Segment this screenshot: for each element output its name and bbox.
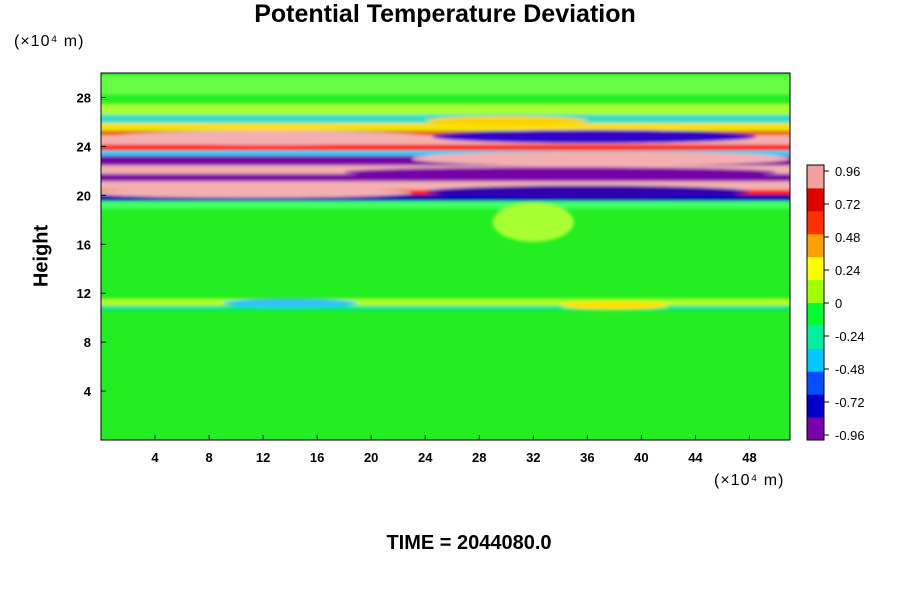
plot-area: [101, 73, 790, 440]
y-tick-label-4: 20: [77, 188, 91, 203]
colorbar-segment-11: [807, 165, 824, 189]
field-band-7: [101, 150, 790, 157]
field-band-3: [101, 123, 790, 131]
field-blob-5: [101, 187, 412, 198]
field-band-13: [101, 194, 790, 201]
colorbar-tick-label-6: -0.48: [835, 362, 865, 377]
colorbar-segment-2: [807, 371, 824, 395]
x-tick-label-1: 8: [205, 450, 212, 465]
field-band-14: [101, 201, 790, 209]
colorbar-tick-label-0: 0.96: [835, 164, 860, 179]
colorbar-segment-3: [807, 348, 824, 372]
field-band-0: [101, 75, 790, 96]
colorbar-segment-9: [807, 210, 824, 235]
x-tick-label-8: 36: [580, 450, 594, 465]
field-blob-0: [107, 130, 432, 146]
y-tick-label-3: 16: [77, 237, 91, 252]
x-tick-label-9: 40: [634, 450, 648, 465]
x-tick-label-6: 28: [472, 450, 486, 465]
colorbar-tick-label-8: -0.96: [835, 428, 865, 443]
field-blob-4: [425, 185, 750, 198]
y-tick-label-2: 12: [77, 286, 91, 301]
field-blob-8: [222, 298, 358, 308]
colorbar-segment-4: [807, 325, 824, 349]
colorbar-segment-8: [807, 233, 824, 258]
colorbar-tick-label-5: -0.24: [835, 329, 865, 344]
y-axis-unit: (×10⁴ m): [14, 33, 85, 50]
colorbar-segment-10: [807, 187, 824, 212]
colorbar: 0.96 0.72 0.48 0.24 0 -0.24 -0.48 -0.72 -0.96: [806, 164, 865, 443]
x-tick-label-11: 48: [742, 450, 756, 465]
field-layer: [101, 73, 790, 440]
colorbar-segment-6: [807, 279, 824, 303]
plot-frame: [100, 72, 791, 441]
x-tick-label-7: 32: [526, 450, 540, 465]
field-band-10: [101, 173, 790, 183]
y-tick-label-5: 24: [77, 139, 92, 154]
colorbar-segment-7: [807, 256, 824, 281]
colorbar-segment-0: [807, 417, 824, 441]
y-tick-label-6: 28: [77, 90, 91, 105]
time-label: TIME = 2044080.0: [386, 532, 552, 554]
field-blob-2: [411, 151, 790, 166]
colorbar-tick-label-4: 0: [835, 296, 842, 311]
colorbar-tick-label-7: -0.72: [835, 395, 865, 410]
x-axis-unit: (×10⁴ m): [714, 472, 785, 489]
field-blob-3: [344, 167, 777, 177]
x-tick-label-2: 12: [256, 450, 270, 465]
field-band-5: [101, 135, 790, 146]
x-tick-label-10: 44: [688, 450, 703, 465]
field-features: [101, 75, 790, 311]
colorbar-segment-1: [807, 394, 824, 418]
y-tick-label-0: 4: [84, 384, 92, 399]
colorbar-tick-label-2: 0.48: [835, 230, 860, 245]
chart-title: Potential Temperature Deviation: [254, 0, 636, 28]
field-blob-9: [425, 116, 588, 125]
x-tick-label-4: 20: [364, 450, 378, 465]
x-tick-label-0: 4: [151, 450, 159, 465]
field-band-15: [101, 298, 790, 308]
colorbar-tick-label-1: 0.72: [835, 197, 860, 212]
field-band-11: [101, 181, 790, 190]
field-blob-7: [560, 301, 669, 310]
field-band-16: [101, 305, 790, 311]
x-tick-label-3: 16: [310, 450, 324, 465]
colorbar-segment-5: [807, 302, 824, 326]
field-blob-6: [492, 202, 574, 242]
x-tick-label-5: 24: [418, 450, 433, 465]
y-tick-label-1: 8: [84, 335, 91, 350]
colorbar-tick-label-3: 0.24: [835, 263, 860, 278]
field-band-6: [101, 144, 790, 151]
field-blob-1: [431, 129, 757, 144]
field-band-1: [101, 103, 790, 116]
